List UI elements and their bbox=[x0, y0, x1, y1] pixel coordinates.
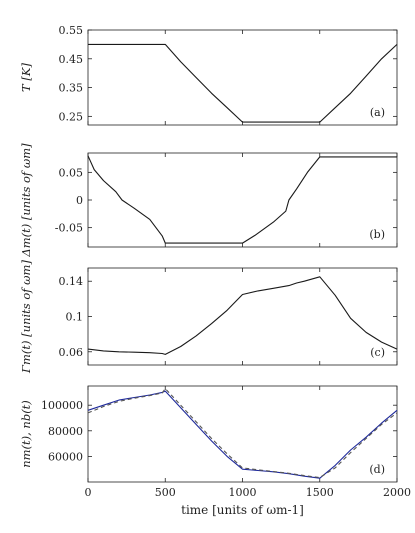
y-tick-label: 0.55 bbox=[59, 24, 84, 37]
plot-frame bbox=[87, 267, 398, 366]
series-line bbox=[87, 155, 397, 244]
y-axis-label: T [K] bbox=[19, 63, 33, 92]
x-tick-label: 500 bbox=[155, 486, 176, 499]
y-axis-label: nm(t), nb(t) bbox=[19, 400, 33, 468]
y-tick-label: 0.1 bbox=[66, 311, 84, 324]
series-line bbox=[87, 276, 398, 355]
y-tick-label: 0.14 bbox=[59, 275, 84, 288]
y-tick-label: 0.25 bbox=[59, 110, 84, 123]
series-line bbox=[87, 390, 398, 479]
y-axis-label: Δm(t) [units of ωm] bbox=[19, 143, 33, 258]
y-tick-label: 80000 bbox=[48, 425, 83, 438]
panel-label: (c) bbox=[370, 346, 385, 359]
series-line bbox=[88, 43, 398, 123]
y-tick-label: 0.45 bbox=[59, 53, 84, 66]
y-tick-label: 100000 bbox=[41, 399, 83, 412]
x-tick-label: 2000 bbox=[383, 486, 411, 499]
plot-frame bbox=[87, 385, 398, 483]
panel-label: (a) bbox=[370, 106, 385, 119]
y-tick-label: 0 bbox=[76, 194, 83, 207]
y-tick-label: 0.35 bbox=[59, 82, 84, 95]
plot-frame bbox=[87, 152, 398, 248]
y-tick-label: 60000 bbox=[48, 450, 83, 463]
x-axis-label: time [units of ωm-1] bbox=[181, 503, 304, 517]
y-tick-label: 0.05 bbox=[59, 166, 84, 179]
panel-label: (b) bbox=[369, 228, 385, 241]
x-tick-label: 1500 bbox=[306, 486, 334, 499]
y-tick-label: -0.05 bbox=[55, 222, 83, 235]
series-line bbox=[87, 388, 398, 479]
x-tick-label: 0 bbox=[85, 486, 92, 499]
panel-label: (d) bbox=[369, 463, 385, 476]
y-tick-label: 0.06 bbox=[59, 346, 84, 359]
x-tick-label: 1000 bbox=[229, 486, 257, 499]
y-axis-label: Γm(t) [units of ωm] bbox=[19, 260, 33, 374]
